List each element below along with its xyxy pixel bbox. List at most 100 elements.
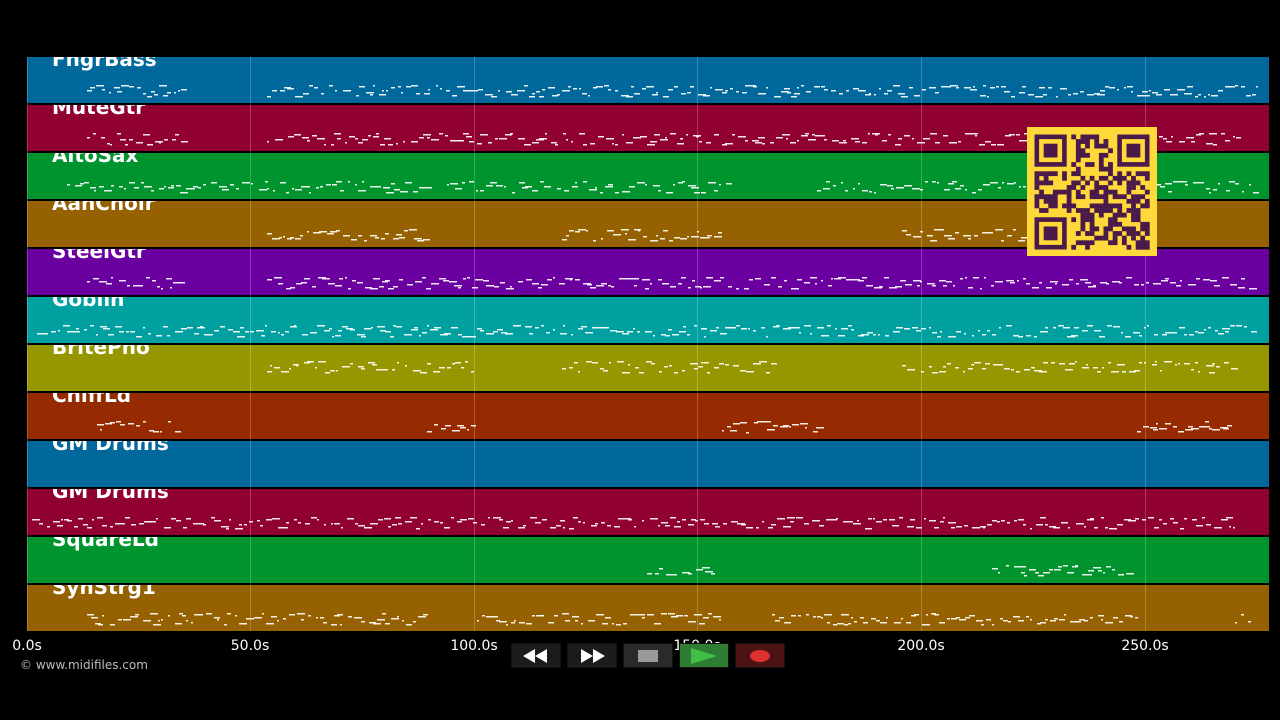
note-mark [211, 182, 217, 184]
note-lane [32, 517, 1235, 530]
note-mark [352, 280, 356, 282]
note-mark [598, 136, 604, 138]
note-mark [920, 281, 922, 283]
note-mark [841, 328, 848, 330]
track-row[interactable]: SquareLd [27, 537, 1269, 583]
note-mark [405, 365, 407, 367]
note-mark [1039, 87, 1045, 89]
track-row[interactable]: SteelGtr [27, 249, 1269, 295]
note-mark [221, 526, 229, 528]
track-row[interactable]: SynStrg1 [27, 585, 1269, 631]
note-mark [129, 86, 134, 88]
note-mark [1133, 332, 1140, 334]
note-mark [989, 232, 993, 234]
note-mark [805, 133, 809, 135]
note-mark [457, 425, 464, 427]
note-mark [265, 181, 268, 183]
note-mark [698, 366, 703, 368]
note-mark [1068, 527, 1070, 529]
rewind-button[interactable] [511, 643, 561, 668]
note-mark [609, 362, 611, 364]
note-mark [873, 334, 876, 336]
note-mark [1054, 618, 1058, 620]
note-mark [467, 277, 470, 279]
note-mark [932, 181, 936, 183]
track-row[interactable]: FngrBass [27, 57, 1269, 103]
track-row[interactable]: Goblin [27, 297, 1269, 343]
qr-module [1085, 162, 1090, 167]
note-mark [505, 134, 512, 136]
note-mark [373, 278, 380, 280]
note-mark [1075, 565, 1078, 567]
note-mark [90, 187, 96, 189]
note-mark [583, 144, 587, 146]
note-mark [271, 331, 276, 333]
note-mark [587, 284, 592, 286]
note-mark [702, 567, 710, 569]
note-mark [524, 85, 528, 87]
note-mark [906, 234, 911, 236]
note-mark [660, 139, 668, 141]
note-mark [1214, 285, 1220, 287]
stop-button[interactable] [623, 643, 673, 668]
note-mark [600, 192, 603, 194]
note-mark [998, 187, 1001, 189]
note-mark [789, 426, 791, 428]
note-mark [843, 140, 846, 142]
track-row[interactable]: GM Drums [27, 441, 1269, 487]
note-mark [144, 186, 152, 188]
note-mark [666, 192, 673, 194]
note-mark [678, 182, 683, 184]
note-mark [1102, 367, 1104, 369]
play-button[interactable] [679, 643, 729, 668]
note-mark [885, 335, 889, 337]
note-mark [1026, 335, 1031, 337]
note-mark [607, 230, 614, 232]
note-mark [965, 133, 972, 135]
note-mark [1069, 279, 1073, 281]
qr-module [1080, 185, 1086, 190]
qr-module [1039, 189, 1044, 195]
stop-icon [638, 649, 658, 662]
qr-module [1144, 175, 1150, 181]
note-mark [642, 88, 646, 90]
note-mark [406, 624, 412, 626]
fast-forward-button[interactable] [567, 643, 617, 668]
note-mark [642, 279, 650, 281]
note-mark [1173, 426, 1177, 428]
note-mark [616, 331, 624, 333]
qr-module [1052, 194, 1058, 200]
note-mark [653, 335, 655, 337]
note-mark [431, 283, 439, 285]
note-mark [532, 142, 539, 144]
note-mark [979, 144, 985, 146]
note-mark [398, 86, 401, 88]
note-mark [985, 141, 991, 143]
track-row[interactable]: ChiffLd [27, 393, 1269, 439]
note-mark [719, 184, 721, 186]
note-mark [1222, 277, 1229, 279]
note-mark [317, 519, 319, 521]
note-mark [181, 141, 188, 143]
note-mark [436, 85, 438, 87]
note-mark [1026, 616, 1029, 618]
track-row[interactable]: BritePno [27, 345, 1269, 391]
note-mark [385, 331, 391, 333]
note-mark [151, 190, 154, 192]
qr-module [1112, 240, 1118, 246]
note-mark [607, 525, 611, 527]
note-mark [782, 134, 790, 136]
record-button[interactable] [735, 643, 785, 668]
note-mark [930, 133, 937, 135]
note-mark [895, 286, 902, 288]
qr-module [1089, 134, 1095, 140]
note-mark [875, 134, 878, 136]
note-lane [647, 565, 1134, 577]
note-mark [720, 333, 727, 335]
note-mark [579, 133, 585, 135]
note-mark [937, 182, 939, 184]
track-row[interactable]: GM Drums [27, 489, 1269, 535]
note-mark [539, 96, 544, 98]
note-mark [290, 326, 297, 328]
note-mark [373, 85, 375, 87]
